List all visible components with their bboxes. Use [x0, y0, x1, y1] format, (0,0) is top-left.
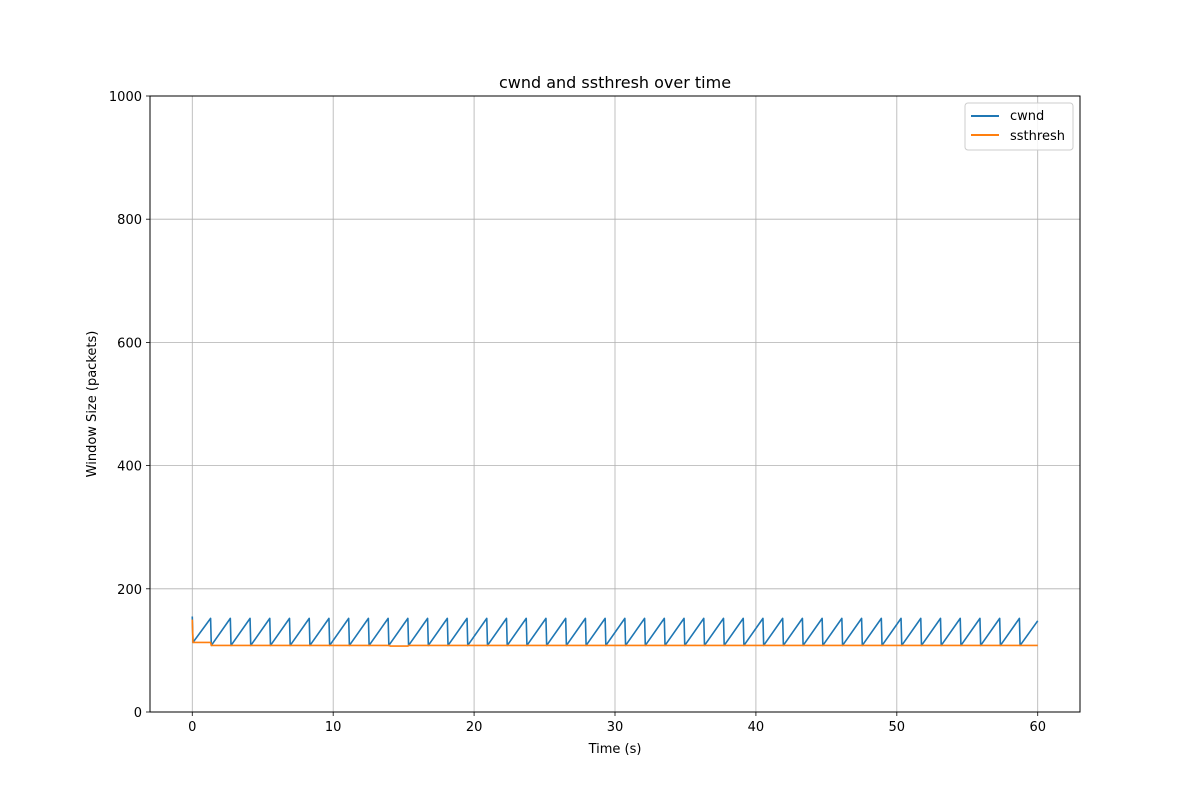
y-tick-label: 600: [117, 336, 142, 351]
y-axis-title: Window Size (packets): [85, 331, 100, 478]
x-tick-label: 0: [188, 720, 196, 735]
x-tick-label: 20: [466, 720, 483, 735]
x-tick-label: 50: [889, 720, 906, 735]
legend-label-ssthresh: ssthresh: [1010, 129, 1065, 144]
x-tick-label: 10: [325, 720, 342, 735]
plot-lines: [191, 616, 1039, 647]
y-tick-label: 800: [117, 213, 142, 228]
x-tick-label: 60: [1029, 720, 1046, 735]
y-tick-label: 0: [134, 706, 142, 721]
legend: cwnd ssthresh: [964, 102, 1074, 151]
legend-box: [964, 102, 1074, 151]
y-tick-label: 400: [117, 460, 142, 475]
x-tick-label: 40: [748, 720, 765, 735]
legend-label-cwnd: cwnd: [1010, 109, 1044, 124]
y-tick-label: 200: [117, 583, 142, 598]
series-line-ssthresh: [191, 619, 1038, 647]
chart-title: cwnd and ssthresh over time: [499, 73, 731, 92]
y-tick-label: 1000: [109, 90, 142, 105]
x-axis-title: Time (s): [588, 742, 642, 757]
x-tick-label: 30: [607, 720, 624, 735]
